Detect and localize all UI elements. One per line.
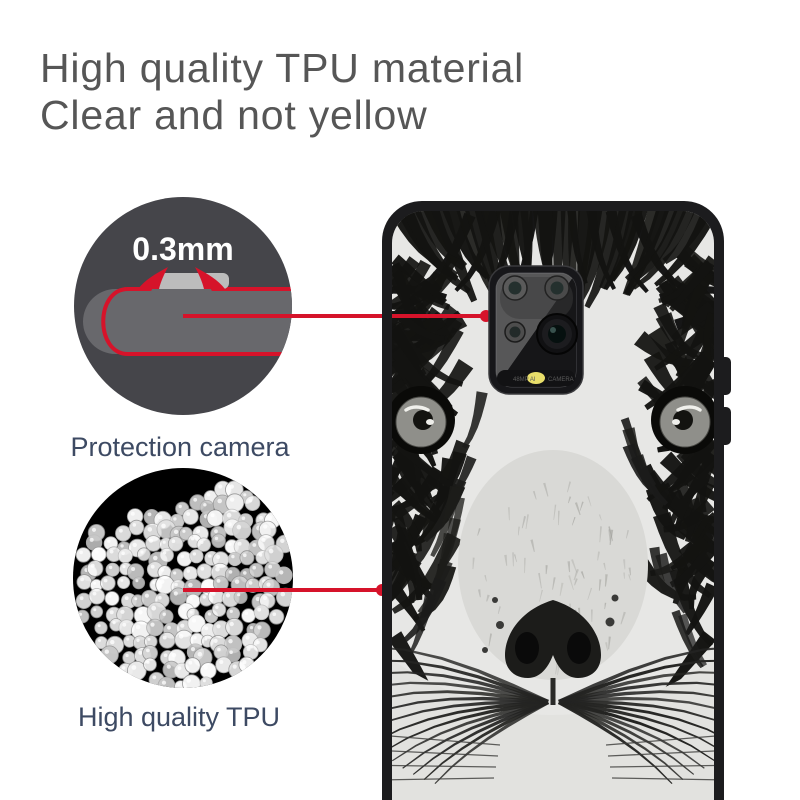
svg-text:48MP AI: 48MP AI (513, 377, 536, 383)
svg-text:CAMERA: CAMERA (548, 377, 574, 383)
